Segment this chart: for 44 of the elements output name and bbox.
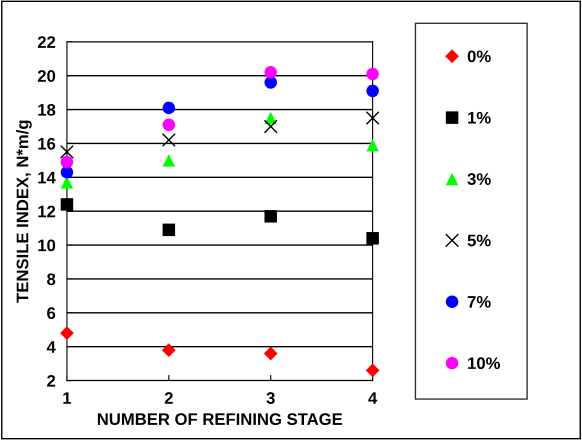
- legend-label: 0%: [468, 50, 491, 62]
- point: [366, 232, 379, 245]
- point: [60, 144, 74, 159]
- y-tick-label: 10: [38, 239, 56, 252]
- legend-label: 5%: [468, 234, 491, 246]
- y-tick-label: 18: [38, 104, 56, 116]
- point: [162, 343, 176, 357]
- point: [264, 66, 277, 79]
- point: [60, 198, 74, 211]
- y-tick-label: 22: [38, 36, 56, 48]
- x-tick-label: 1: [63, 392, 72, 404]
- point: [366, 84, 379, 98]
- point: [60, 156, 74, 168]
- x-tick-label: 4: [368, 392, 378, 404]
- point: [60, 166, 74, 178]
- legend-label: 3%: [467, 173, 491, 186]
- x-tick-label: 3: [266, 392, 275, 404]
- point: [162, 118, 176, 132]
- point: [264, 346, 278, 360]
- point: [162, 133, 176, 147]
- y-tick-label: 14: [38, 172, 56, 184]
- x-tick-label: 2: [164, 392, 173, 404]
- y-tick-label: 4: [46, 341, 56, 353]
- point: [366, 111, 380, 125]
- legend-label: 1%: [468, 112, 491, 124]
- y-tick-label: 20: [38, 70, 56, 82]
- y-axis-title: TENSILE INDEX, N*m/g: [16, 120, 32, 303]
- point: [366, 68, 379, 80]
- point: [162, 224, 176, 236]
- point: [264, 120, 278, 134]
- legend-label: 10%: [468, 357, 500, 370]
- y-tick-label: 6: [47, 307, 56, 320]
- point: [60, 326, 74, 340]
- point: [264, 210, 277, 223]
- point: [366, 364, 380, 378]
- legend-label: 7%: [468, 296, 491, 308]
- y-tick-label: 8: [47, 273, 56, 286]
- y-tick-label: 16: [38, 138, 56, 150]
- point: [366, 138, 379, 152]
- point: [162, 154, 176, 167]
- x-axis-title: NUMBER OF REFINING STAGE: [98, 413, 342, 426]
- y-tick-label: 12: [38, 206, 56, 218]
- point: [162, 102, 176, 114]
- y-tick-label: 2: [47, 375, 56, 387]
